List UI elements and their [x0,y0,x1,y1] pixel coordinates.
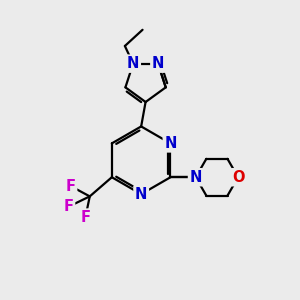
Text: N: N [190,170,202,185]
Text: N: N [152,56,164,71]
Text: N: N [164,136,177,151]
Text: F: F [66,178,76,194]
Text: F: F [64,199,74,214]
Text: N: N [127,56,139,71]
Text: F: F [80,210,90,225]
Text: N: N [135,187,147,202]
Text: O: O [232,170,244,185]
